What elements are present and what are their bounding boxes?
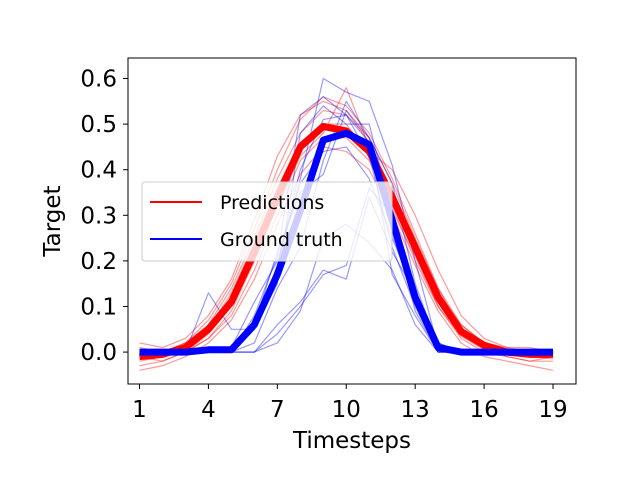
x-tick-label: 13 bbox=[401, 397, 430, 423]
legend-box bbox=[141, 181, 393, 262]
x-tick-label: 10 bbox=[332, 397, 361, 423]
main-lines-group bbox=[139, 122, 554, 361]
y-tick-label: 0.0 bbox=[80, 340, 117, 366]
y-axis: 0.0 0.1 0.2 0.3 0.4 0.5 0.6 bbox=[80, 67, 128, 366]
y-tick-label: 0.5 bbox=[80, 112, 117, 138]
prediction-trace-3 bbox=[139, 146, 554, 371]
y-tick-label: 0.6 bbox=[80, 67, 117, 93]
x-tick-label: 16 bbox=[469, 397, 498, 423]
x-axis: 1 4 7 10 13 16 19 bbox=[132, 384, 568, 423]
y-tick-label: 0.1 bbox=[80, 294, 117, 320]
y-axis-title: Target bbox=[40, 185, 66, 257]
plot-frame bbox=[127, 57, 577, 385]
x-tick-label: 19 bbox=[538, 397, 567, 423]
series-line-ground-truth bbox=[139, 129, 554, 356]
legend: Predictions Ground truth bbox=[141, 181, 393, 262]
x-tick-label: 1 bbox=[132, 397, 147, 423]
y-tick-label: 0.4 bbox=[80, 158, 117, 184]
x-tick-label: 4 bbox=[201, 397, 216, 423]
y-tick-label: 0.3 bbox=[80, 203, 117, 229]
legend-label-predictions: Predictions bbox=[220, 192, 324, 214]
legend-label-ground-truth: Ground truth bbox=[220, 229, 343, 251]
y-tick-label: 0.2 bbox=[80, 249, 117, 275]
x-axis-title: Timesteps bbox=[292, 428, 411, 454]
x-tick-label: 7 bbox=[270, 397, 285, 423]
